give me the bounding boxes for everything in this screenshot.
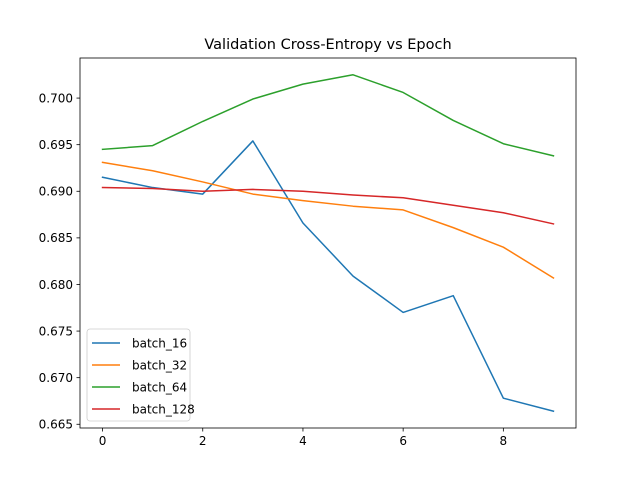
legend-label-batch_32: batch_32 [132,358,187,372]
x-tick-label: 2 [199,434,207,448]
y-tick-label: 0.665 [39,418,73,432]
y-tick-label: 0.690 [39,185,73,199]
x-tick-label: 8 [500,434,508,448]
legend-label-batch_128: batch_128 [132,402,195,416]
y-tick-label: 0.680 [39,278,73,292]
x-tick-label: 6 [399,434,407,448]
chart-title: Validation Cross-Entropy vs Epoch [204,37,451,53]
x-tick-label: 0 [99,434,107,448]
y-tick-label: 0.670 [39,371,73,385]
legend: batch_16 batch_32 batch_64 batch_128 [87,329,195,421]
legend-label-batch_64: batch_64 [132,380,187,394]
legend-label-batch_16: batch_16 [132,336,187,350]
y-tick-label: 0.700 [39,91,73,105]
y-tick-label: 0.695 [39,138,73,152]
y-tick-label: 0.685 [39,231,73,245]
y-tick-label: 0.675 [39,324,73,338]
x-tick-label: 4 [299,434,307,448]
